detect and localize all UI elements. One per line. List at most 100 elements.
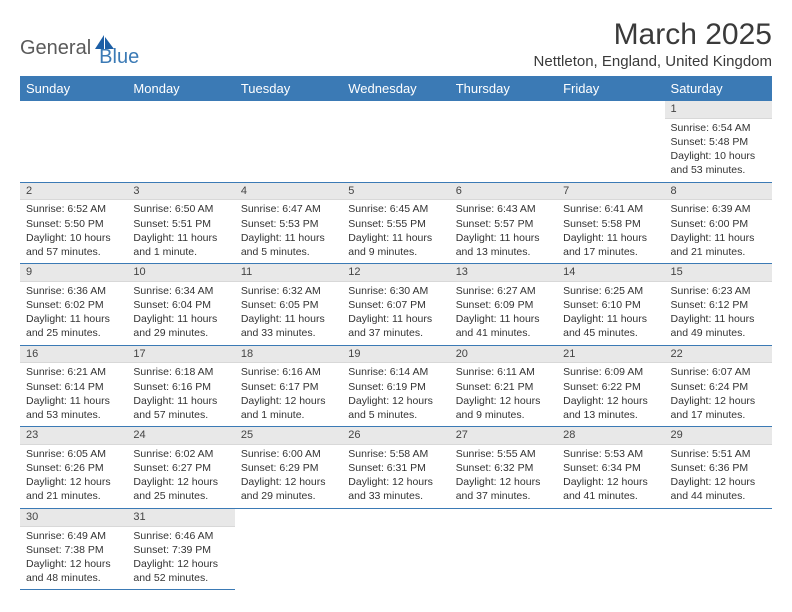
calendar-day-cell: 1Sunrise: 6:54 AMSunset: 5:48 PMDaylight… — [665, 101, 772, 182]
sunset-text: Sunset: 6:16 PM — [133, 380, 228, 394]
daylight-text: Daylight: 11 hours and 17 minutes. — [563, 231, 658, 259]
day-number: 27 — [450, 427, 557, 445]
day-details: Sunrise: 6:23 AMSunset: 6:12 PMDaylight:… — [665, 282, 772, 345]
sunrise-text: Sunrise: 6:09 AM — [563, 365, 658, 379]
calendar-day-cell: 21Sunrise: 6:09 AMSunset: 6:22 PMDayligh… — [557, 345, 664, 427]
day-number: 24 — [127, 427, 234, 445]
sunset-text: Sunset: 5:53 PM — [241, 217, 336, 231]
calendar-empty-cell — [342, 508, 449, 590]
day-number: 22 — [665, 346, 772, 364]
calendar-empty-cell — [665, 508, 772, 590]
sunset-text: Sunset: 6:26 PM — [26, 461, 121, 475]
sunrise-text: Sunrise: 6:02 AM — [133, 447, 228, 461]
day-details: Sunrise: 5:55 AMSunset: 6:32 PMDaylight:… — [450, 445, 557, 508]
calendar-empty-cell — [235, 101, 342, 182]
sunset-text: Sunset: 6:19 PM — [348, 380, 443, 394]
sunset-text: Sunset: 6:07 PM — [348, 298, 443, 312]
brand-text-general: General — [20, 37, 91, 60]
calendar-week-row: 16Sunrise: 6:21 AMSunset: 6:14 PMDayligh… — [20, 345, 772, 427]
day-number: 25 — [235, 427, 342, 445]
calendar-day-cell: 25Sunrise: 6:00 AMSunset: 6:29 PMDayligh… — [235, 427, 342, 509]
sunrise-text: Sunrise: 6:45 AM — [348, 202, 443, 216]
weekday-sunday: Sunday — [20, 76, 127, 101]
day-number: 20 — [450, 346, 557, 364]
calendar-day-cell: 26Sunrise: 5:58 AMSunset: 6:31 PMDayligh… — [342, 427, 449, 509]
sunset-text: Sunset: 5:51 PM — [133, 217, 228, 231]
sunset-text: Sunset: 5:57 PM — [456, 217, 551, 231]
daylight-text: Daylight: 12 hours and 5 minutes. — [348, 394, 443, 422]
day-details: Sunrise: 6:21 AMSunset: 6:14 PMDaylight:… — [20, 363, 127, 426]
day-number: 19 — [342, 346, 449, 364]
sunrise-text: Sunrise: 6:47 AM — [241, 202, 336, 216]
day-details: Sunrise: 6:50 AMSunset: 5:51 PMDaylight:… — [127, 200, 234, 263]
sunrise-text: Sunrise: 6:50 AM — [133, 202, 228, 216]
day-number: 6 — [450, 183, 557, 201]
daylight-text: Daylight: 12 hours and 13 minutes. — [563, 394, 658, 422]
day-details: Sunrise: 6:52 AMSunset: 5:50 PMDaylight:… — [20, 200, 127, 263]
calendar-day-cell: 22Sunrise: 6:07 AMSunset: 6:24 PMDayligh… — [665, 345, 772, 427]
daylight-text: Daylight: 12 hours and 41 minutes. — [563, 475, 658, 503]
sunrise-text: Sunrise: 6:54 AM — [671, 121, 766, 135]
daylight-text: Daylight: 11 hours and 1 minute. — [133, 231, 228, 259]
calendar-empty-cell — [127, 101, 234, 182]
day-number: 1 — [665, 101, 772, 119]
sunrise-text: Sunrise: 5:58 AM — [348, 447, 443, 461]
sunrise-text: Sunrise: 6:25 AM — [563, 284, 658, 298]
day-details: Sunrise: 6:39 AMSunset: 6:00 PMDaylight:… — [665, 200, 772, 263]
day-details: Sunrise: 6:36 AMSunset: 6:02 PMDaylight:… — [20, 282, 127, 345]
day-number: 13 — [450, 264, 557, 282]
calendar-day-cell: 15Sunrise: 6:23 AMSunset: 6:12 PMDayligh… — [665, 264, 772, 346]
day-details: Sunrise: 6:54 AMSunset: 5:48 PMDaylight:… — [665, 119, 772, 182]
sunrise-text: Sunrise: 6:41 AM — [563, 202, 658, 216]
sunrise-text: Sunrise: 6:07 AM — [671, 365, 766, 379]
calendar-week-row: 1Sunrise: 6:54 AMSunset: 5:48 PMDaylight… — [20, 101, 772, 182]
sunset-text: Sunset: 6:34 PM — [563, 461, 658, 475]
month-title: March 2025 — [534, 18, 772, 51]
weekday-saturday: Saturday — [665, 76, 772, 101]
calendar-empty-cell — [557, 101, 664, 182]
day-number: 2 — [20, 183, 127, 201]
day-details: Sunrise: 6:30 AMSunset: 6:07 PMDaylight:… — [342, 282, 449, 345]
day-number: 29 — [665, 427, 772, 445]
daylight-text: Daylight: 11 hours and 5 minutes. — [241, 231, 336, 259]
sunset-text: Sunset: 6:24 PM — [671, 380, 766, 394]
calendar-week-row: 23Sunrise: 6:05 AMSunset: 6:26 PMDayligh… — [20, 427, 772, 509]
daylight-text: Daylight: 11 hours and 53 minutes. — [26, 394, 121, 422]
day-details: Sunrise: 6:32 AMSunset: 6:05 PMDaylight:… — [235, 282, 342, 345]
day-details: Sunrise: 6:34 AMSunset: 6:04 PMDaylight:… — [127, 282, 234, 345]
calendar-day-cell: 17Sunrise: 6:18 AMSunset: 6:16 PMDayligh… — [127, 345, 234, 427]
day-details: Sunrise: 6:49 AMSunset: 7:38 PMDaylight:… — [20, 527, 127, 590]
sunset-text: Sunset: 6:12 PM — [671, 298, 766, 312]
sunrise-text: Sunrise: 6:46 AM — [133, 529, 228, 543]
day-number: 11 — [235, 264, 342, 282]
calendar-day-cell: 27Sunrise: 5:55 AMSunset: 6:32 PMDayligh… — [450, 427, 557, 509]
day-details: Sunrise: 6:16 AMSunset: 6:17 PMDaylight:… — [235, 363, 342, 426]
day-details: Sunrise: 6:11 AMSunset: 6:21 PMDaylight:… — [450, 363, 557, 426]
calendar-day-cell: 20Sunrise: 6:11 AMSunset: 6:21 PMDayligh… — [450, 345, 557, 427]
sunset-text: Sunset: 5:55 PM — [348, 217, 443, 231]
day-details: Sunrise: 6:41 AMSunset: 5:58 PMDaylight:… — [557, 200, 664, 263]
day-details: Sunrise: 6:46 AMSunset: 7:39 PMDaylight:… — [127, 527, 234, 590]
day-number: 16 — [20, 346, 127, 364]
calendar-day-cell: 16Sunrise: 6:21 AMSunset: 6:14 PMDayligh… — [20, 345, 127, 427]
daylight-text: Daylight: 12 hours and 33 minutes. — [348, 475, 443, 503]
weekday-tuesday: Tuesday — [235, 76, 342, 101]
day-details: Sunrise: 6:05 AMSunset: 6:26 PMDaylight:… — [20, 445, 127, 508]
day-details: Sunrise: 6:47 AMSunset: 5:53 PMDaylight:… — [235, 200, 342, 263]
sunset-text: Sunset: 7:39 PM — [133, 543, 228, 557]
sunrise-text: Sunrise: 6:16 AM — [241, 365, 336, 379]
weekday-wednesday: Wednesday — [342, 76, 449, 101]
daylight-text: Daylight: 10 hours and 57 minutes. — [26, 231, 121, 259]
sunset-text: Sunset: 6:29 PM — [241, 461, 336, 475]
sunset-text: Sunset: 6:32 PM — [456, 461, 551, 475]
day-number: 7 — [557, 183, 664, 201]
calendar-day-cell: 31Sunrise: 6:46 AMSunset: 7:39 PMDayligh… — [127, 508, 234, 590]
sunset-text: Sunset: 5:50 PM — [26, 217, 121, 231]
calendar-empty-cell — [450, 508, 557, 590]
daylight-text: Daylight: 11 hours and 21 minutes. — [671, 231, 766, 259]
day-details: Sunrise: 5:53 AMSunset: 6:34 PMDaylight:… — [557, 445, 664, 508]
day-number: 12 — [342, 264, 449, 282]
calendar-day-cell: 23Sunrise: 6:05 AMSunset: 6:26 PMDayligh… — [20, 427, 127, 509]
day-details: Sunrise: 5:51 AMSunset: 6:36 PMDaylight:… — [665, 445, 772, 508]
sunrise-text: Sunrise: 6:00 AM — [241, 447, 336, 461]
